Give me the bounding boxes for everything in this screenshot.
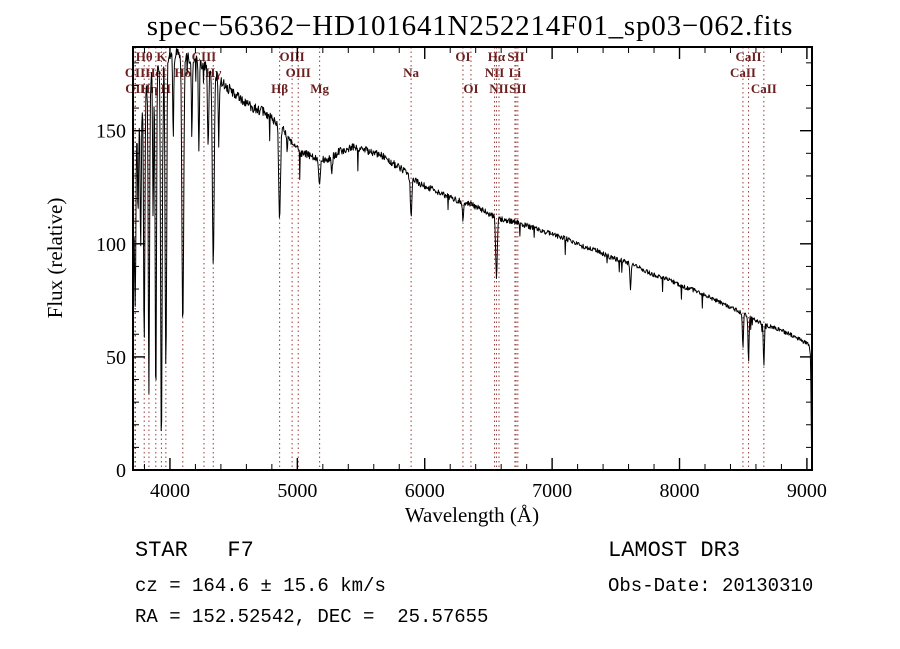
y-axis-label: Flux (relative): [43, 198, 67, 319]
spectral-line-label: HeI: [145, 65, 166, 80]
spectral-line-label: CIII: [192, 49, 217, 64]
spectral-line-label: H: [161, 81, 171, 96]
object-class-label: STAR F7: [135, 538, 254, 563]
spectrum-trace-group: [133, 48, 812, 470]
spectral-line-label: OII: [125, 81, 145, 96]
spectral-line-label: OIII: [286, 65, 311, 80]
ra-dec-value: RA = 152.52542, DEC = 25.57655: [135, 606, 489, 628]
spectral-line-label: NII: [485, 65, 505, 80]
spectral-line-label: OII: [125, 65, 145, 80]
spectral-line-label: Na: [403, 65, 419, 80]
x-tick-label: 8000: [660, 480, 700, 502]
obs-date: Obs-Date: 20130310: [608, 575, 814, 597]
x-tick-label: 9000: [787, 480, 827, 502]
spectral-line-label: CaII: [751, 81, 777, 96]
x-tick-label: 6000: [405, 480, 445, 502]
spectral-line-label: K: [156, 49, 167, 64]
spectral-line-label: Hα: [488, 49, 506, 64]
spectral-line-label: NII: [489, 81, 509, 96]
x-tick-label: 4000: [150, 480, 190, 502]
y-tick-label: 50: [106, 347, 126, 369]
spectrum-trace: [133, 48, 812, 470]
plot-title: spec−56362−HD101641N252214F01_sp03−062.f…: [147, 10, 794, 42]
axes-ticks: 4000 5000 6000 7000 8000 9000 0 50 100 150: [96, 47, 827, 502]
spectral-line-label: Hγ: [205, 65, 221, 80]
spectral-line-label: SII: [507, 49, 524, 64]
spectral-line-label: Li: [509, 65, 522, 80]
plot-frame: [132, 46, 813, 471]
cz-value: cz = 164.6 ± 15.6 km/s: [135, 575, 386, 597]
spectral-line-markers: OIIOIIHθHηHeIKHHδCIIIHγHβOIIIOIIIMgNaOIO…: [125, 47, 777, 470]
x-tick-label: 5000: [277, 480, 317, 502]
y-tick-label: 150: [96, 121, 126, 143]
y-tick-label: 0: [116, 460, 126, 482]
spectral-line-label: SII: [509, 81, 526, 96]
y-tick-label: 100: [96, 234, 126, 256]
x-axis-label: Wavelength (Å): [405, 503, 539, 527]
spectral-line-label: CaII: [730, 65, 756, 80]
survey-release-label: LAMOST DR3: [608, 538, 741, 563]
spectral-line-label: OIII: [279, 49, 304, 64]
spectral-line-label: Hβ: [271, 81, 288, 96]
spectral-line-label: CaII: [736, 49, 762, 64]
spectral-line-label: OI: [455, 49, 470, 64]
spectral-line-label: Mg: [310, 81, 329, 96]
x-tick-label: 7000: [532, 480, 572, 502]
spectral-line-label: OI: [463, 81, 478, 96]
spectral-line-label: Hδ: [174, 65, 191, 80]
spectral-line-label: Hη: [140, 81, 158, 96]
